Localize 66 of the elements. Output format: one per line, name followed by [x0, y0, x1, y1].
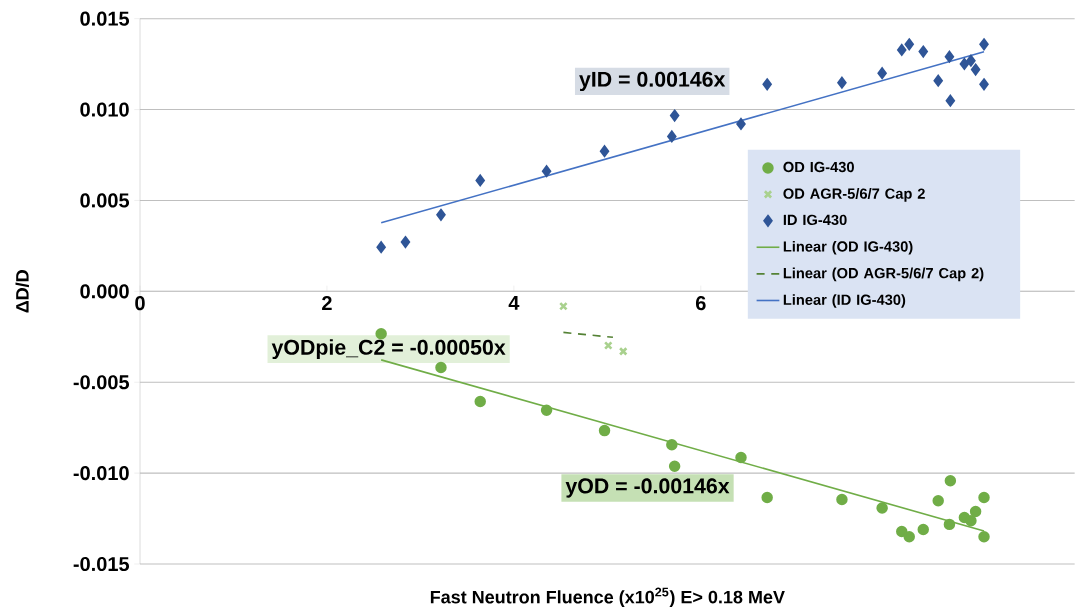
point	[965, 515, 977, 527]
point	[917, 523, 929, 536]
point	[959, 58, 970, 70]
point	[541, 165, 552, 177]
point	[978, 491, 990, 504]
point	[896, 525, 908, 538]
y-tick-label: -0.010	[73, 466, 129, 481]
point	[376, 241, 386, 253]
point	[762, 78, 772, 91]
point	[668, 460, 681, 472]
y-tick-label: 0.010	[80, 102, 129, 117]
point	[944, 475, 957, 487]
point	[436, 209, 446, 221]
x-tick-label: 4	[508, 296, 520, 310]
x-tick-label: 6	[695, 296, 706, 311]
point	[837, 76, 847, 89]
legend-label: Linear (OD IG-430)	[783, 240, 913, 255]
point	[540, 404, 553, 416]
y-tick-label: -0.015	[73, 556, 130, 572]
point	[943, 518, 956, 531]
x-axis-title: Fast Neutron Fluence (x10$^{25}$) E> 0.18 MeV	[430, 587, 785, 608]
point	[970, 63, 981, 76]
point	[944, 50, 955, 63]
point	[966, 54, 976, 67]
annotation: yOD = -0.00146x	[565, 478, 730, 498]
point	[969, 505, 982, 518]
x-tick-label: 2	[322, 296, 332, 311]
point	[979, 38, 989, 51]
point	[666, 439, 678, 451]
legend-label: Linear (OD AGR-5/6/7 Cap 2)	[783, 267, 984, 282]
legend-label: ID IG-430	[783, 214, 847, 226]
point	[978, 530, 990, 543]
point	[876, 502, 888, 514]
point	[375, 327, 387, 340]
point	[933, 74, 943, 87]
annotation: yID = 0.00146x	[579, 71, 726, 92]
y-tick-label: 0.015	[80, 11, 130, 26]
point	[918, 45, 928, 58]
point	[735, 451, 747, 464]
point	[475, 174, 485, 187]
point	[877, 67, 887, 79]
point	[761, 491, 773, 504]
annotation: yODpie_C2 = -0.00050x	[271, 339, 506, 360]
point	[400, 236, 411, 248]
point	[945, 94, 955, 107]
point	[979, 78, 989, 91]
legend-label: OD AGR-5/6/7 Cap 2	[783, 188, 925, 202]
point	[667, 130, 677, 143]
y-tick-label: -0.005	[73, 375, 130, 390]
point	[435, 361, 447, 374]
x-tick-label: 0	[135, 296, 145, 311]
y-tick-label: 0.000	[80, 284, 129, 299]
y-axis-title: ΔD/D	[15, 270, 29, 313]
point	[836, 493, 848, 506]
point	[598, 424, 611, 437]
point	[904, 38, 914, 51]
point	[736, 118, 746, 130]
point	[670, 109, 680, 122]
legend-label: OD IG-430	[783, 161, 854, 173]
point	[599, 145, 610, 157]
legend-label: Linear (ID IG-430)	[783, 294, 906, 308]
point	[932, 495, 944, 507]
y-tick-label: 0.005	[80, 193, 130, 208]
point	[903, 530, 915, 543]
point	[897, 44, 907, 56]
point	[474, 395, 486, 408]
